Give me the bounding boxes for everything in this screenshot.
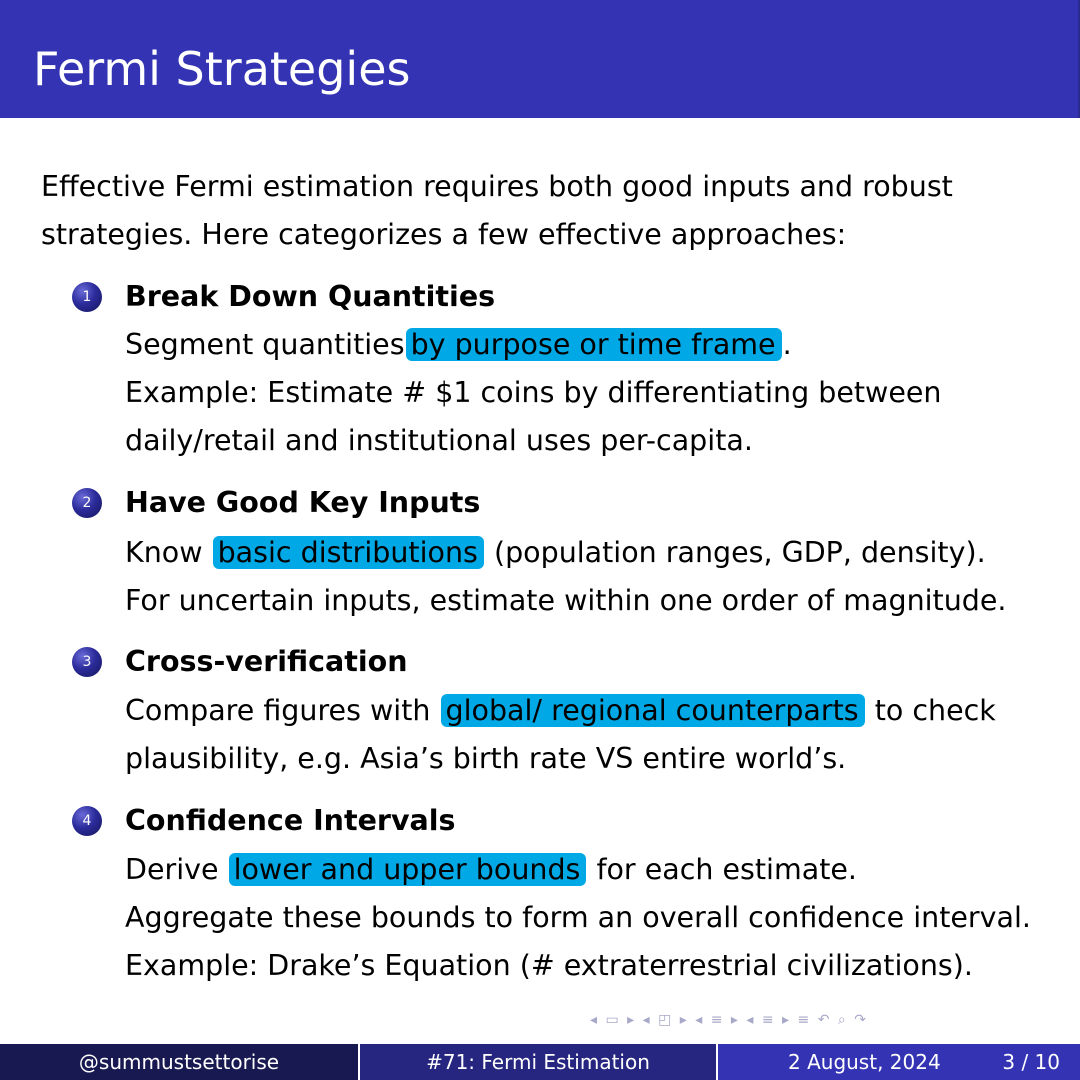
footer-talk-title: #71: Fermi Estimation (358, 1044, 716, 1080)
page-number: 3 / 10 (1002, 1050, 1060, 1074)
numbered-bullet-icon: 4 (72, 806, 102, 836)
intro-line-1: Effective Fermi estimation requires both… (41, 170, 953, 203)
footer-date: 2 August, 2024 (788, 1050, 941, 1074)
footer-author: @summustsettorise (0, 1044, 358, 1080)
item-line: Derive lower and upper bounds for each e… (125, 846, 857, 894)
item-text: for each estimate. (596, 853, 857, 886)
highlight: global/ regional counterparts (440, 694, 865, 727)
item-line: Compare figures with global/ regional co… (125, 687, 996, 735)
highlight: basic distributions (212, 536, 484, 569)
item-line: daily/retail and institutional uses per-… (125, 424, 753, 457)
item-text: Know (125, 536, 203, 569)
intro-paragraph: Effective Fermi estimation requires both… (41, 163, 1041, 259)
item-line: Example: Estimate # $1 coins by differen… (125, 376, 942, 409)
title-bar: Fermi Strategies (0, 0, 1080, 118)
item-text: Derive (125, 853, 219, 886)
footer-date-page: 2 August, 2024 3 / 10 (716, 1044, 1080, 1080)
item-line: Know basic distributions (population ran… (125, 529, 986, 577)
item-title: Confidence Intervals (125, 804, 456, 837)
slide-title: Fermi Strategies (33, 42, 411, 96)
item-text: Segment quantities (125, 328, 405, 361)
title-bar-edge (1078, 0, 1080, 118)
item-line: Aggregate these bounds to form an overal… (125, 901, 1031, 934)
beamer-navigation-icons[interactable]: ◂ ▭ ▸ ◂ ◰ ▸ ◂ ≡ ▸ ◂ ≡ ▸ ≡ ↶ ⌕ ↷ (590, 1012, 868, 1028)
item-text: to check (874, 694, 996, 727)
item-text: (population ranges, GDP, density). (493, 536, 986, 569)
item-title: Cross-verification (125, 645, 408, 678)
intro-line-2: strategies. Here categorizes a few effec… (41, 218, 847, 251)
item-line: plausibility, e.g. Asia’s birth rate VS … (125, 742, 847, 775)
highlight: by purpose or time frame (405, 328, 782, 361)
item-text: Compare figures with (125, 694, 431, 727)
numbered-bullet-icon: 1 (72, 282, 102, 312)
highlight: lower and upper bounds (228, 853, 587, 886)
numbered-bullet-icon: 3 (72, 647, 102, 677)
item-title: Break Down Quantities (125, 280, 496, 313)
footer-bar: @summustsettorise #71: Fermi Estimation … (0, 1044, 1080, 1080)
item-title: Have Good Key Inputs (125, 486, 481, 519)
numbered-bullet-icon: 2 (72, 488, 102, 518)
item-line: For uncertain inputs, estimate within on… (125, 584, 1007, 617)
item-line: Example: Drake’s Equation (# extraterres… (125, 949, 973, 982)
item-text: . (782, 328, 792, 361)
item-line: Segment quantities by purpose or time fra… (125, 321, 792, 369)
